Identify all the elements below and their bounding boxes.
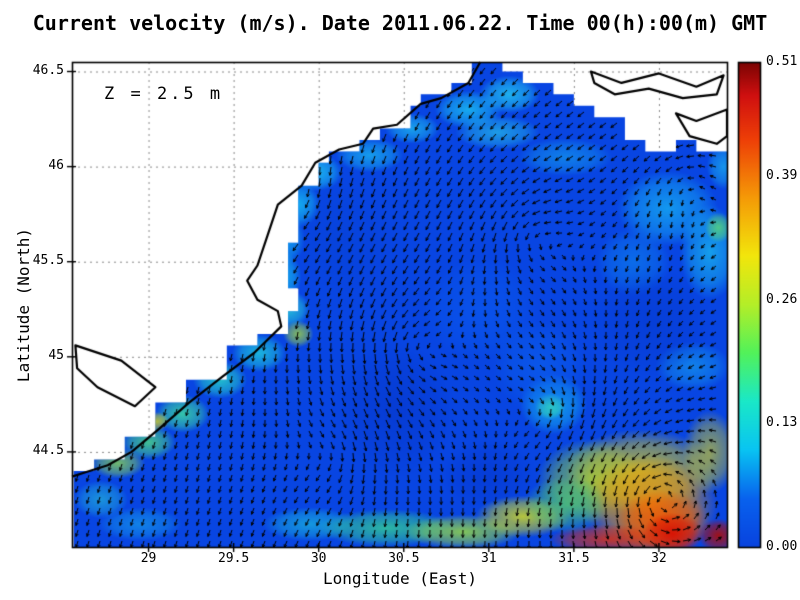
- x-tick-label: 29: [140, 551, 157, 566]
- plot-title: Current velocity (m/s). Date 2011.06.22.…: [32, 11, 768, 35]
- y-tick-label: 46: [48, 157, 64, 173]
- colorbar-tick-label: 0.00: [766, 539, 798, 554]
- x-axis-label: Longitude (East): [322, 569, 478, 588]
- y-tick-label: 45: [48, 347, 64, 363]
- y-tick-label: 45.5: [32, 252, 64, 268]
- x-tick-label: 30.5: [388, 551, 420, 566]
- y-tick-label: 44.5: [32, 442, 64, 458]
- colorbar-tick-label: 0.26: [766, 291, 798, 307]
- x-tick-label: 31: [480, 551, 497, 566]
- colorbar-tick-label: 0.51: [766, 54, 798, 69]
- x-tick-label: 30: [310, 551, 327, 566]
- y-axis-label: Latitude (North): [14, 227, 33, 383]
- y-tick-label: 46.5: [32, 62, 64, 78]
- x-tick-label: 31.5: [558, 551, 590, 566]
- x-tick-label: 29.5: [217, 551, 250, 566]
- depth-annotation: Z = 2.5 m: [104, 84, 224, 104]
- x-tick-label: 32: [651, 551, 667, 566]
- colorbar-tick-label: 0.39: [766, 168, 798, 184]
- colorbar-tick-label: 0.13: [766, 415, 798, 431]
